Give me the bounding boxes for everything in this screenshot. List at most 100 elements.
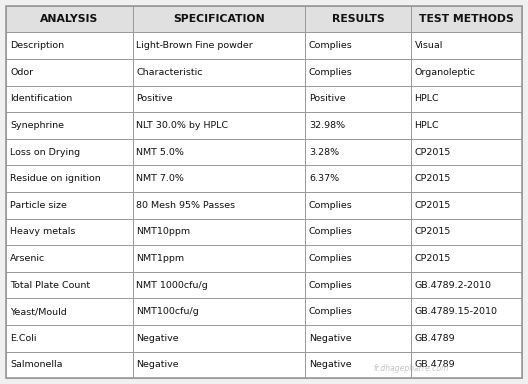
Bar [411, 325, 522, 352]
Bar [411, 59, 522, 86]
Text: NMT100cfu/g: NMT100cfu/g [136, 307, 199, 316]
Text: Yeast/Mould: Yeast/Mould [10, 307, 67, 316]
Bar [6, 352, 133, 378]
Bar [133, 59, 305, 86]
Text: GB.4789.2-2010: GB.4789.2-2010 [414, 281, 492, 290]
Text: 3.28%: 3.28% [309, 147, 339, 157]
Bar [133, 139, 305, 166]
Text: Negative: Negative [136, 361, 179, 369]
Bar [6, 6, 133, 32]
Bar [411, 352, 522, 378]
Text: NLT 30.0% by HPLC: NLT 30.0% by HPLC [136, 121, 229, 130]
Bar [305, 298, 411, 325]
Bar [411, 245, 522, 272]
Bar [411, 272, 522, 298]
Text: NMT1ppm: NMT1ppm [136, 254, 184, 263]
Bar [6, 192, 133, 218]
Bar [133, 298, 305, 325]
Text: Light-Brown Fine powder: Light-Brown Fine powder [136, 41, 253, 50]
Bar [6, 272, 133, 298]
Bar [411, 298, 522, 325]
Bar [305, 32, 411, 59]
Bar [411, 6, 522, 32]
Text: CP2015: CP2015 [414, 201, 451, 210]
Text: 6.37%: 6.37% [309, 174, 339, 183]
Bar [411, 218, 522, 245]
Bar [133, 218, 305, 245]
Text: GB.4789.15-2010: GB.4789.15-2010 [414, 307, 497, 316]
Text: Complies: Complies [309, 227, 353, 237]
Bar [133, 272, 305, 298]
Bar [411, 192, 522, 218]
Text: CP2015: CP2015 [414, 147, 451, 157]
Bar [133, 166, 305, 192]
Bar [305, 59, 411, 86]
Text: Negative: Negative [136, 334, 179, 343]
Bar [6, 166, 133, 192]
Text: Residue on ignition: Residue on ignition [10, 174, 101, 183]
Bar [305, 272, 411, 298]
Text: Total Plate Count: Total Plate Count [10, 281, 90, 290]
Text: CP2015: CP2015 [414, 227, 451, 237]
Text: ANALYSIS: ANALYSIS [40, 14, 99, 24]
Text: Visual: Visual [414, 41, 443, 50]
Text: NMT 5.0%: NMT 5.0% [136, 147, 184, 157]
Bar [6, 245, 133, 272]
Text: Organoleptic: Organoleptic [414, 68, 476, 77]
Text: Description: Description [10, 41, 64, 50]
Bar [305, 6, 411, 32]
Text: CP2015: CP2015 [414, 174, 451, 183]
Text: Complies: Complies [309, 254, 353, 263]
Text: Complies: Complies [309, 281, 353, 290]
Text: GB.4789: GB.4789 [414, 334, 455, 343]
Text: HPLC: HPLC [414, 94, 439, 103]
Bar [6, 59, 133, 86]
Bar [133, 112, 305, 139]
Bar [133, 325, 305, 352]
Bar [6, 112, 133, 139]
Text: Arsenic: Arsenic [10, 254, 45, 263]
Text: Negative: Negative [309, 361, 352, 369]
Text: NMT 1000cfu/g: NMT 1000cfu/g [136, 281, 208, 290]
Text: Synephrine: Synephrine [10, 121, 64, 130]
Bar [305, 218, 411, 245]
Text: Heavy metals: Heavy metals [10, 227, 76, 237]
Text: Complies: Complies [309, 41, 353, 50]
Text: TEST METHODS: TEST METHODS [419, 14, 514, 24]
Text: Identification: Identification [10, 94, 72, 103]
Bar [411, 86, 522, 112]
Text: fr.dhagepharre.com: fr.dhagepharre.com [373, 364, 448, 373]
Bar [305, 139, 411, 166]
Bar [305, 325, 411, 352]
Text: HPLC: HPLC [414, 121, 439, 130]
Bar [6, 139, 133, 166]
Bar [133, 6, 305, 32]
Text: Particle size: Particle size [10, 201, 67, 210]
Bar [411, 139, 522, 166]
Bar [6, 86, 133, 112]
Text: Odor: Odor [10, 68, 33, 77]
Bar [305, 86, 411, 112]
Text: CP2015: CP2015 [414, 254, 451, 263]
Bar [6, 325, 133, 352]
Bar [411, 32, 522, 59]
Text: E.Coli: E.Coli [10, 334, 36, 343]
Text: GB.4789: GB.4789 [414, 361, 455, 369]
Bar [133, 86, 305, 112]
Bar [305, 166, 411, 192]
Bar [305, 192, 411, 218]
Text: RESULTS: RESULTS [332, 14, 384, 24]
Text: Negative: Negative [309, 334, 352, 343]
Bar [411, 112, 522, 139]
Text: 32.98%: 32.98% [309, 121, 345, 130]
Bar [305, 112, 411, 139]
Text: Salmonella: Salmonella [10, 361, 62, 369]
Bar [305, 245, 411, 272]
Bar [6, 218, 133, 245]
Bar [305, 352, 411, 378]
Text: Characteristic: Characteristic [136, 68, 203, 77]
Bar [133, 245, 305, 272]
Text: Positive: Positive [309, 94, 345, 103]
Bar [133, 352, 305, 378]
Text: Complies: Complies [309, 68, 353, 77]
